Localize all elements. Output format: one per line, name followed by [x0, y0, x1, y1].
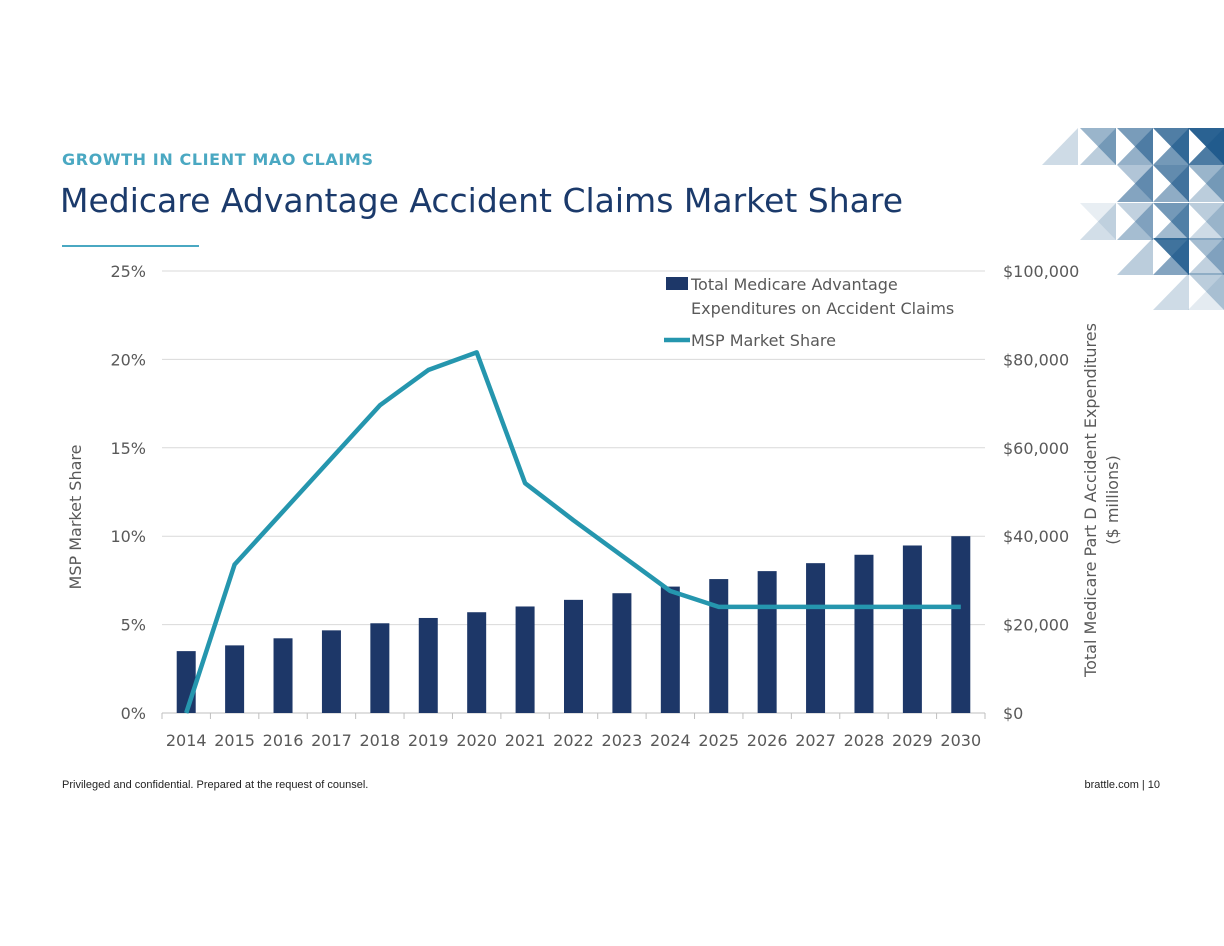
y-left-tick-label: 10% [110, 527, 146, 546]
y-right-tick-label: $20,000 [1003, 616, 1069, 635]
y-right-tick-label: $0 [1003, 704, 1023, 723]
deco-triangle-2-1 [1080, 203, 1116, 240]
x-tick-label: 2023 [602, 731, 643, 750]
x-tick-label: 2019 [408, 731, 449, 750]
slide-title: Medicare Advantage Accident Claims Marke… [60, 181, 904, 220]
x-tick-label: 2030 [940, 731, 981, 750]
y-left-tick-label: 25% [110, 262, 146, 281]
legend-bar-swatch [666, 277, 688, 290]
deco-triangle-0-0 [1042, 128, 1078, 165]
bar [418, 617, 438, 713]
x-tick-label: 2014 [166, 731, 207, 750]
bar [321, 630, 341, 713]
bar [515, 606, 535, 713]
bar [370, 623, 390, 713]
x-tick-label: 2017 [311, 731, 352, 750]
x-tick-label: 2025 [698, 731, 739, 750]
section-eyebrow: GROWTH IN CLIENT MAO CLAIMS [62, 150, 374, 169]
deco-triangle-3-3 [1188, 238, 1224, 275]
legend-bar-label-line2: Expenditures on Accident Claims [691, 299, 954, 318]
x-tick-label: 2028 [844, 731, 885, 750]
x-tick-label: 2016 [263, 731, 304, 750]
bar [757, 571, 777, 713]
deco-triangle-0-1 [1080, 128, 1116, 165]
bar [612, 593, 632, 713]
deco-triangle-0-4 [1117, 128, 1153, 165]
bar [176, 651, 196, 713]
y-left-tick-label: 15% [110, 439, 146, 458]
deco-triangle-3-2 [1153, 238, 1189, 275]
page-number: 10 [1147, 779, 1160, 791]
title-underline [62, 245, 199, 247]
deco-triangle-2-5 [1153, 203, 1189, 240]
deco-triangle-4-0 [1153, 273, 1189, 310]
y-right-tick-label: $40,000 [1003, 527, 1069, 546]
y-left-tick-label: 0% [121, 704, 146, 723]
deco-triangle-1-1 [1117, 165, 1153, 202]
y-left-tick-label: 5% [121, 616, 146, 635]
x-tick-label: 2022 [553, 731, 594, 750]
deco-triangle-2-0 [1080, 203, 1116, 240]
deco-triangle-1-5 [1188, 165, 1224, 202]
x-tick-label: 2021 [505, 731, 546, 750]
bar [660, 586, 680, 713]
deco-triangle-0-6 [1153, 128, 1189, 165]
y-right-tick-label: $60,000 [1003, 439, 1069, 458]
bar [564, 599, 583, 713]
bar [806, 563, 826, 713]
deco-triangle-0-2 [1080, 128, 1116, 165]
deco-triangle-1-3 [1153, 165, 1189, 202]
deco-triangle-2-3 [1117, 203, 1153, 240]
x-tick-label: 2015 [214, 731, 255, 750]
deco-triangle-0-3 [1117, 128, 1153, 165]
legend-bar-label-line1: Total Medicare Advantage [690, 275, 898, 294]
bar [854, 554, 874, 713]
footer-separator: | [1141, 779, 1145, 791]
deco-triangle-2-7 [1188, 203, 1224, 240]
footer-disclaimer: Privileged and confidential. Prepared at… [62, 779, 369, 791]
y-left-tick-label: 20% [110, 350, 146, 369]
deco-triangle-2-4 [1153, 203, 1189, 240]
x-tick-label: 2029 [892, 731, 933, 750]
deco-triangle-3-4 [1188, 238, 1224, 275]
bar [273, 638, 293, 713]
deco-triangle-4-1 [1188, 273, 1224, 310]
y-right-tick-label: $80,000 [1003, 350, 1069, 369]
x-tick-label: 2026 [747, 731, 788, 750]
y-right-axis-title-line1: Total Medicare Part D Accident Expenditu… [1081, 323, 1100, 678]
y-right-axis-title-line2: ($ millions) [1103, 455, 1122, 544]
legend-line-label: MSP Market Share [691, 331, 836, 350]
footer-site: brattle.com [1084, 779, 1139, 791]
deco-triangle-1-4 [1188, 165, 1224, 202]
deco-triangle-4-2 [1188, 273, 1224, 310]
x-tick-label: 2018 [359, 731, 400, 750]
bar [951, 536, 971, 713]
y-right-tick-label: $100,000 [1003, 262, 1079, 281]
bar [225, 645, 245, 713]
deco-triangle-2-6 [1188, 203, 1224, 240]
footer-right: brattle.com | 10 [1084, 779, 1160, 791]
x-tick-label: 2020 [456, 731, 497, 750]
bar [709, 579, 729, 713]
y-left-axis-title: MSP Market Share [66, 445, 85, 590]
deco-triangle-2-2 [1117, 203, 1153, 240]
x-tick-label: 2027 [795, 731, 836, 750]
x-tick-label: 2024 [650, 731, 691, 750]
bar [467, 612, 487, 713]
bar [902, 545, 922, 713]
deco-triangle-3-0 [1117, 238, 1153, 275]
deco-triangle-0-8 [1188, 128, 1224, 165]
